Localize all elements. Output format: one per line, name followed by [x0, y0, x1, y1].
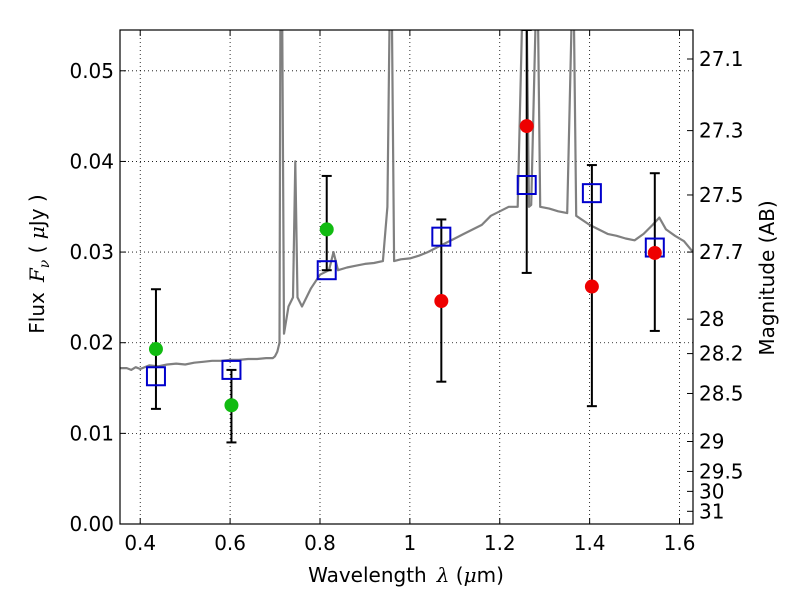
y2-tick-label: 28.2 [699, 342, 744, 366]
model-square [316, 260, 337, 281]
y-tick-label: 0.00 [69, 512, 114, 536]
spectrum-layer [120, 30, 693, 371]
y2-tick-label: 30 [699, 479, 724, 503]
x-tick-label: 0.6 [214, 531, 246, 555]
y2-tick-label: 28.5 [699, 381, 744, 405]
red-point [434, 294, 449, 309]
x-tick-label: 1.2 [484, 531, 516, 555]
y-tick-label: 0.03 [69, 240, 114, 264]
x-tick-label: 0.8 [304, 531, 336, 555]
y2-axis-title: Magnitude (AB) [755, 200, 779, 355]
red-point [584, 279, 599, 294]
y2-tick-label: 31 [699, 499, 724, 523]
green-point [319, 222, 334, 237]
y-tick-label: 0.02 [69, 331, 114, 355]
y2-tick-label: 28 [699, 307, 724, 331]
spectrum-line [120, 30, 693, 371]
y2-tick-label: 27.5 [699, 183, 744, 207]
y-axis: 0.00 0.01 0.02 0.03 0.04 0.05 [69, 59, 126, 536]
x-tick-label: 1.4 [574, 531, 606, 555]
y2-tick-label: 29 [699, 430, 724, 454]
y-axis-title: FluxFν ( μJy ) [25, 194, 53, 333]
model-square [581, 183, 602, 204]
y-tick-label: 0.04 [69, 149, 114, 173]
x-axis-title: Wavelength λ (μm) [308, 563, 504, 587]
x-tick-label: 1 [404, 531, 417, 555]
y2-tick-label: 29.5 [699, 459, 744, 483]
y-tick-label: 0.01 [69, 421, 114, 445]
x-tick-label: 0.4 [124, 531, 156, 555]
green-point [224, 398, 239, 413]
model-square [221, 359, 242, 380]
y-tick-label: 0.05 [69, 59, 114, 83]
red-point [647, 245, 662, 260]
model-square [145, 366, 166, 387]
y2-tick-label: 27.7 [699, 240, 744, 264]
model-square [431, 226, 452, 247]
model-square [516, 174, 537, 195]
marker-layer [145, 119, 665, 413]
green-point [148, 342, 163, 357]
y2-tick-label: 27.3 [699, 119, 744, 143]
x-axis: 0.4 0.6 0.8 1 1.2 1.4 1.6 [124, 30, 695, 555]
y2-tick-label: 27.1 [699, 47, 744, 71]
red-point [519, 119, 534, 134]
plot-background [120, 30, 693, 524]
plot-frame [119, 29, 694, 525]
x-tick-label: 1.6 [664, 531, 696, 555]
